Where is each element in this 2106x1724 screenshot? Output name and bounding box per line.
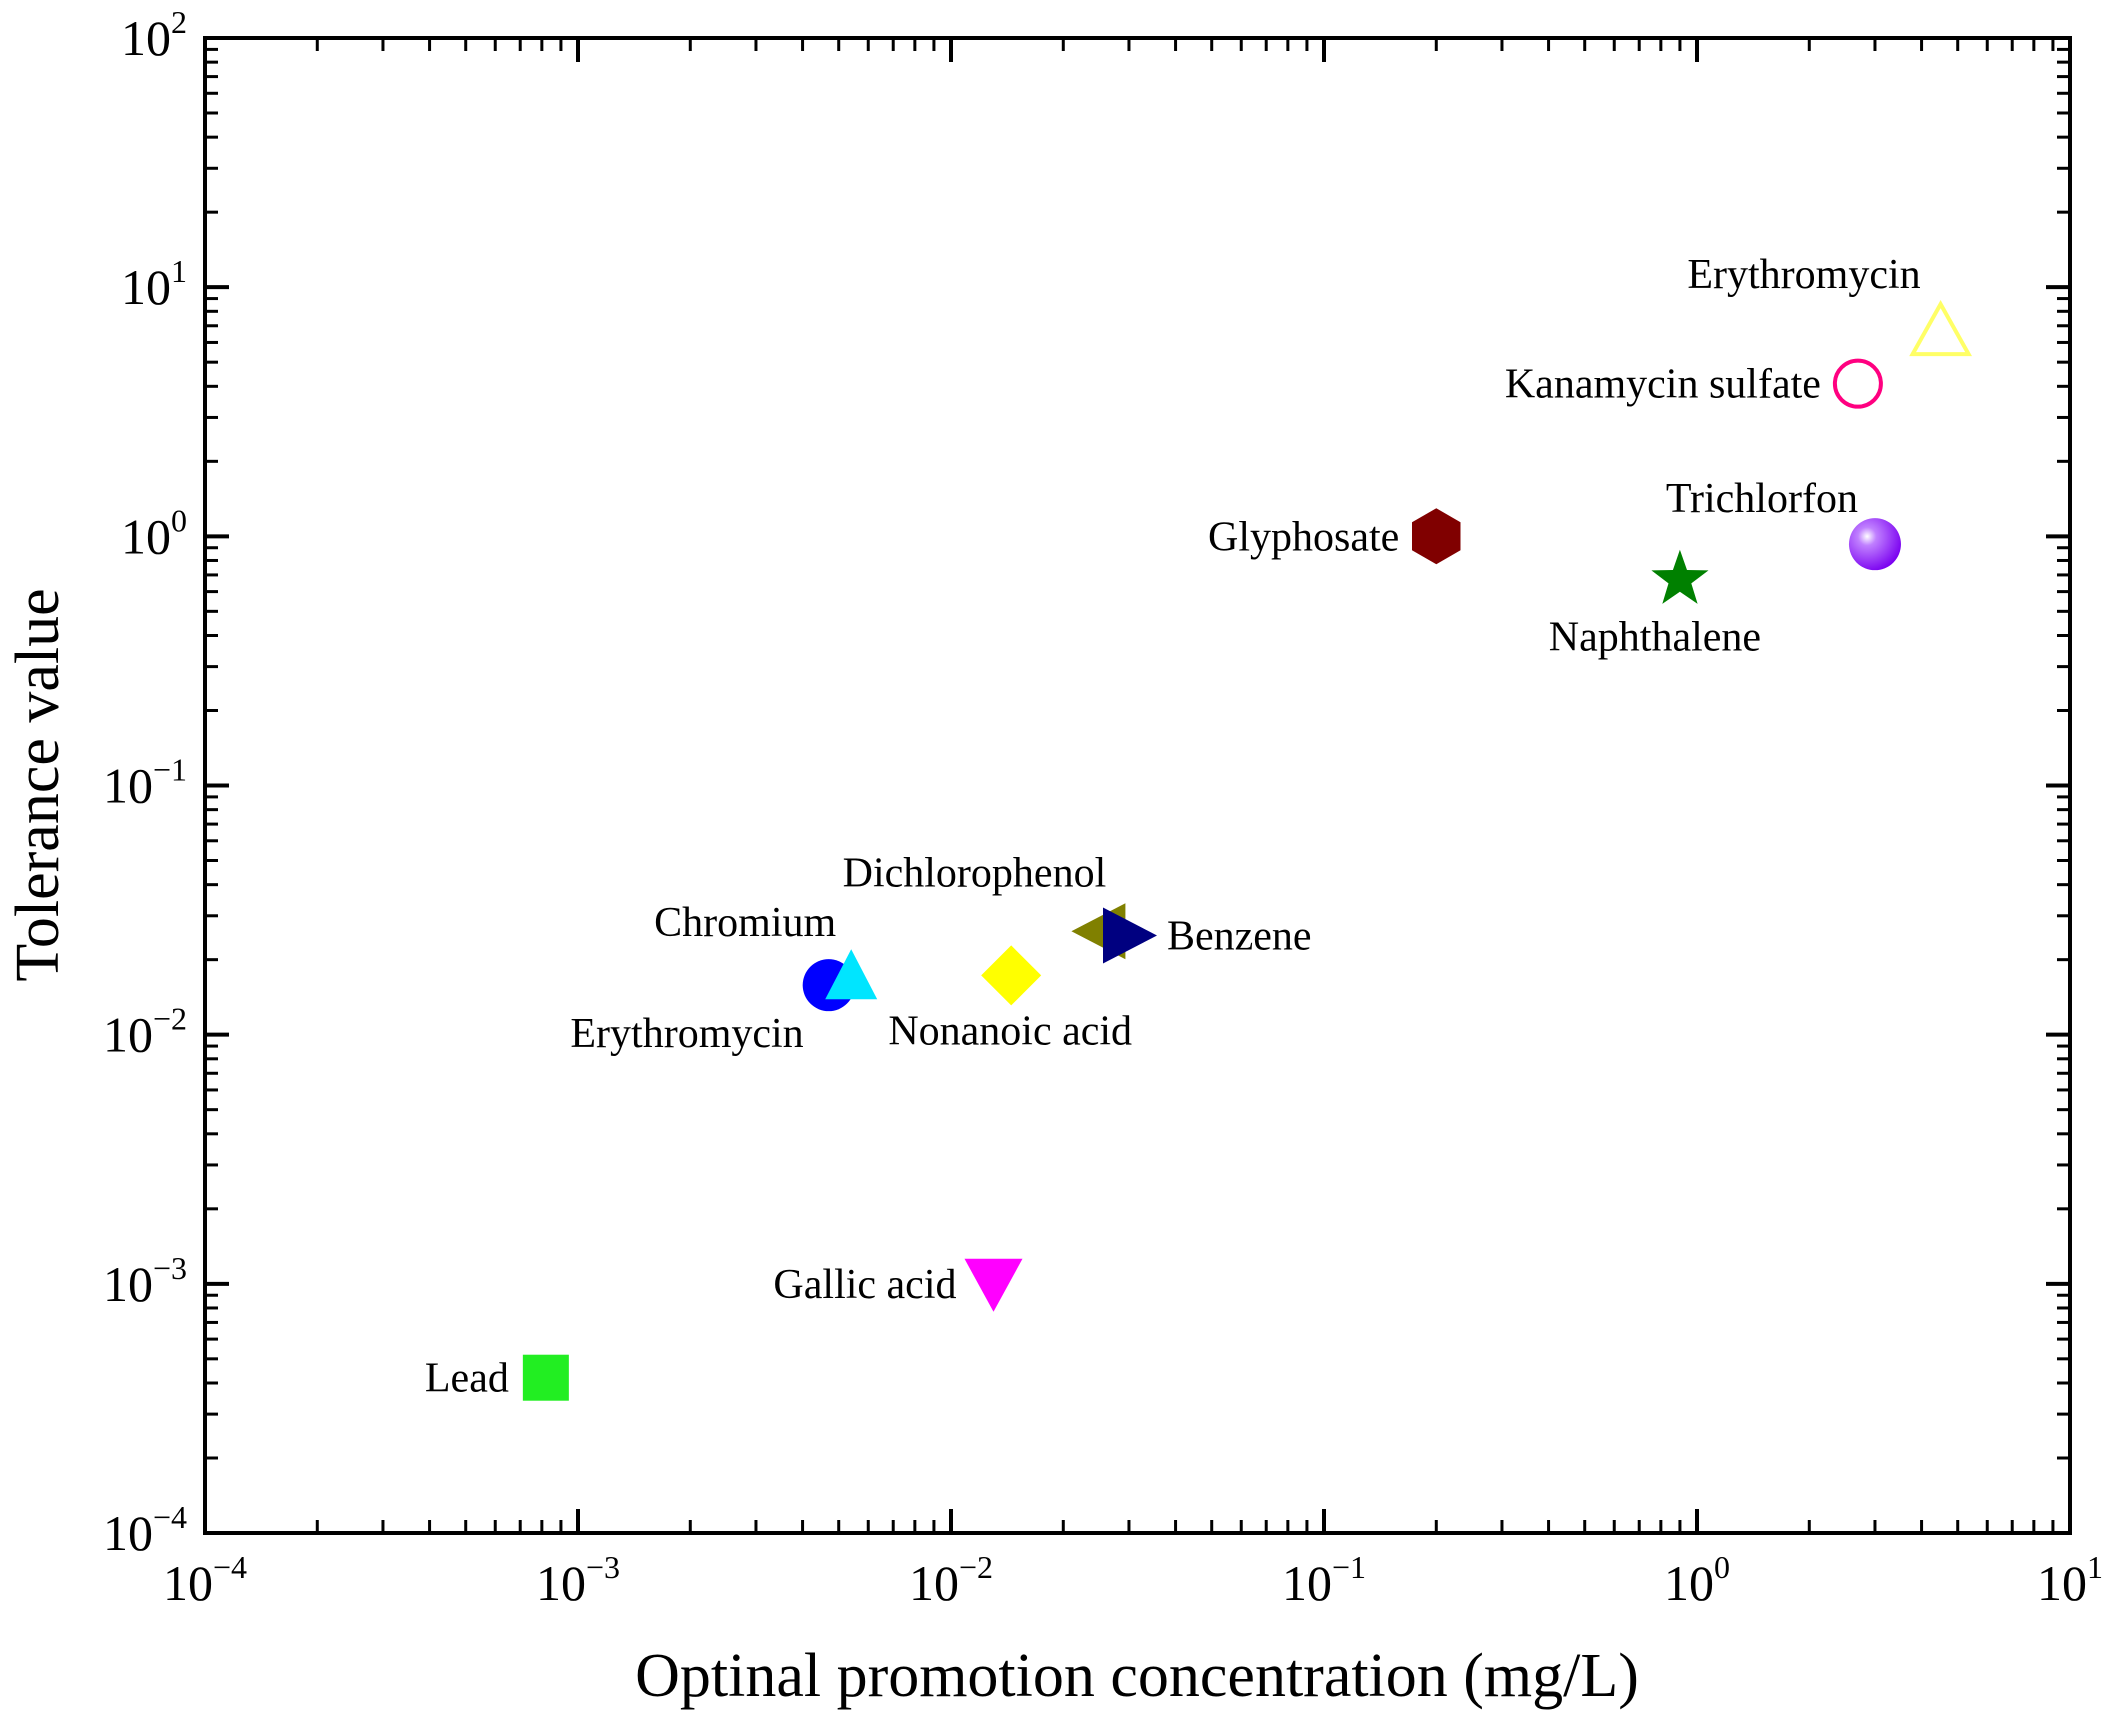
x-tick-label-base: 10 (909, 1555, 959, 1611)
y-tick-label-exponent: 1 (171, 253, 187, 289)
y-tick-label-exponent: −3 (153, 1250, 187, 1286)
minor-ticks (205, 38, 2070, 1533)
marker-nonanoic-acid (981, 945, 1042, 1006)
marker-naphthalene (1651, 549, 1709, 604)
x-tick-label: 10−2 (909, 1549, 993, 1611)
x-tick-label: 101 (2037, 1549, 2103, 1611)
x-tick-label: 10−4 (163, 1549, 247, 1611)
y-tick-label-base: 10 (121, 10, 171, 66)
y-tick-label: 102 (121, 4, 187, 66)
label-erythromycin-low: Erythromycin (570, 1011, 803, 1057)
x-tick-label-exponent: −2 (959, 1549, 993, 1585)
y-tick-label: 101 (121, 253, 187, 315)
label-trichlorfon: Trichlorfon (1666, 476, 1858, 522)
y-tick-label-base: 10 (121, 259, 171, 315)
label-kanamycin-sulfate: Kanamycin sulfate (1505, 362, 1821, 408)
marker-erythromycin-high (1909, 300, 1973, 357)
data-markers (522, 300, 1973, 1401)
y-tick-label: 10−3 (103, 1250, 187, 1312)
y-tick-label: 10−2 (103, 1001, 187, 1063)
x-tick-label-base: 10 (2037, 1555, 2087, 1611)
label-naphthalene: Naphthalene (1549, 615, 1761, 661)
x-tick-label-exponent: −1 (1332, 1549, 1366, 1585)
x-tick-label: 10−3 (536, 1549, 620, 1611)
x-tick-label: 100 (1664, 1549, 1730, 1611)
y-axis-title: Tolerance value (4, 588, 72, 981)
x-tick-label-exponent: 0 (1714, 1549, 1730, 1585)
x-tick-label-exponent: 1 (2087, 1549, 2103, 1585)
y-tick-label: 10−1 (103, 752, 187, 814)
y-tick-label-exponent: −1 (153, 752, 187, 788)
label-lead: Lead (425, 1356, 509, 1402)
y-tick-label: 10−4 (103, 1499, 187, 1561)
label-dichlorophenol: Dichlorophenol (843, 850, 1107, 896)
x-tick-label: 10−1 (1282, 1549, 1366, 1611)
major-ticks (203, 36, 2072, 1535)
label-erythromycin-high: Erythromycin (1687, 252, 1920, 298)
marker-glyphosate (1412, 508, 1461, 565)
x-tick-label-exponent: −3 (586, 1549, 620, 1585)
marker-trichlorfon (1848, 518, 1901, 571)
label-gallic-acid: Gallic acid (773, 1262, 956, 1308)
label-nonanoic-acid: Nonanoic acid (888, 1008, 1132, 1054)
x-tick-label-base: 10 (536, 1555, 586, 1611)
y-tick-label-exponent: −4 (153, 1499, 187, 1535)
marker-benzene (1103, 907, 1157, 964)
y-tick-label-exponent: 2 (171, 4, 187, 40)
y-tick-label-exponent: −2 (153, 1001, 187, 1037)
marker-chromium (825, 949, 878, 1000)
marker-kanamycin-sulfate (1832, 358, 1883, 409)
x-tick-label-base: 10 (163, 1555, 213, 1611)
x-tick-label-exponent: −4 (213, 1549, 247, 1585)
marker-lead (522, 1354, 569, 1401)
y-tick-label: 100 (121, 502, 187, 564)
x-axis-title: Optinal promotion concentration (mg/L) (635, 1642, 1639, 1710)
y-tick-label-base: 10 (103, 1505, 153, 1561)
label-glyphosate: Glyphosate (1208, 514, 1399, 560)
tick-labels: 10−4 10−3 10−2 10−1 100 10110−410−310−210−110… (103, 4, 2103, 1611)
y-tick-label-exponent: 0 (171, 502, 187, 538)
marker-gallic-acid (964, 1258, 1023, 1312)
y-tick-label-base: 10 (103, 1256, 153, 1312)
y-tick-label-base: 10 (121, 508, 171, 564)
label-benzene: Benzene (1167, 914, 1312, 960)
label-chromium: Chromium (654, 900, 836, 946)
x-tick-label-base: 10 (1282, 1555, 1332, 1611)
data-labels: Lead Gallic acid Erythromycin Chromium Nonan… (425, 252, 1921, 1402)
y-tick-label-base: 10 (103, 758, 153, 814)
y-tick-label-base: 10 (103, 1007, 153, 1063)
x-tick-label-base: 10 (1664, 1555, 1714, 1611)
